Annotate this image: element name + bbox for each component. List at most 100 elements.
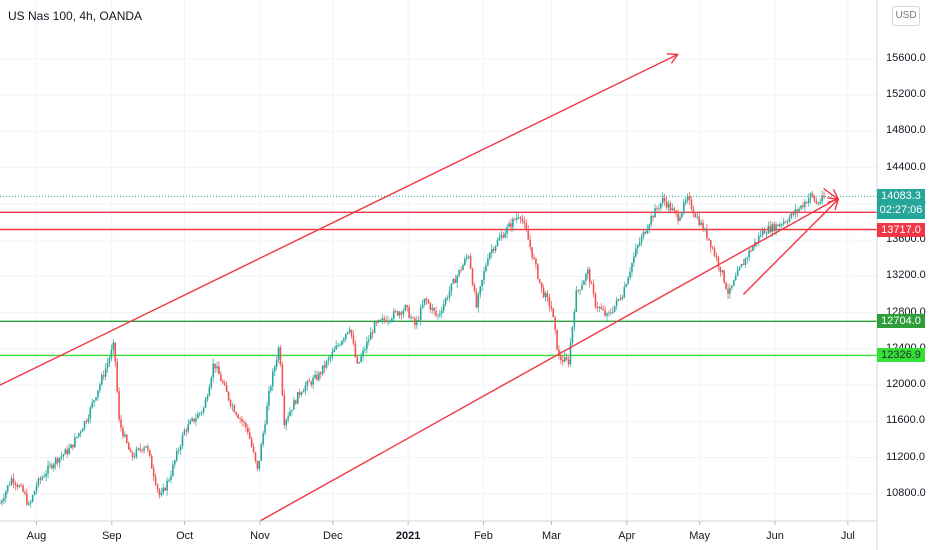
trend-arrow[interactable]: [823, 187, 840, 201]
candle-body: [33, 490, 36, 496]
candle-body: [548, 297, 551, 307]
candle-body: [681, 212, 683, 218]
candle: [594, 292, 597, 310]
drawing-segment[interactable]: [742, 198, 839, 295]
candle: [206, 393, 209, 403]
candle-body: [185, 430, 188, 432]
candle-body: [356, 357, 359, 364]
candle: [191, 416, 193, 423]
candle: [494, 245, 497, 254]
candle: [375, 320, 378, 326]
arrow-head: [827, 189, 840, 201]
candle: [152, 464, 155, 482]
candle: [502, 231, 505, 239]
candle-body: [671, 208, 674, 211]
candle: [700, 219, 702, 226]
candle-body: [352, 335, 355, 344]
candle: [66, 445, 69, 458]
candle: [544, 291, 547, 302]
candle-body: [68, 448, 70, 454]
price-tick-label: 15600.0: [886, 51, 926, 64]
price-tick-label: 13200.0: [886, 269, 926, 282]
candle-body: [621, 296, 624, 300]
candle: [498, 232, 501, 241]
candle-body: [677, 213, 679, 221]
candle-body: [110, 349, 113, 359]
candle: [588, 266, 591, 288]
candle-body: [49, 464, 51, 466]
candle-body: [585, 274, 587, 281]
trend-drawings[interactable]: [0, 53, 840, 522]
candle-body: [765, 233, 768, 235]
candle-body: [51, 464, 53, 469]
candle-body: [174, 460, 176, 465]
candle-body: [60, 456, 63, 458]
candle: [369, 327, 372, 340]
candle: [233, 403, 236, 413]
drawing-segment[interactable]: [0, 53, 679, 386]
candle: [408, 304, 410, 319]
candle-body: [636, 245, 639, 249]
candle: [767, 221, 770, 235]
candle: [809, 192, 812, 204]
candle: [706, 223, 708, 241]
trend-line[interactable]: [259, 198, 837, 522]
candle: [179, 443, 182, 455]
candle: [404, 304, 407, 312]
candle-body: [381, 318, 384, 320]
candle-body: [392, 311, 395, 319]
drawing-segment[interactable]: [823, 187, 839, 200]
candle-body: [640, 236, 643, 243]
candle: [396, 310, 399, 317]
candle-body: [423, 298, 426, 305]
candle-body: [467, 256, 470, 258]
candle: [784, 219, 787, 224]
candle: [223, 379, 226, 386]
candle: [465, 253, 468, 262]
candle: [611, 306, 614, 315]
candle: [381, 313, 384, 325]
candle-body: [435, 310, 437, 316]
candle: [0, 499, 1, 504]
candle-body: [16, 484, 19, 487]
candle: [439, 309, 441, 319]
candle: [517, 213, 520, 220]
candle: [150, 453, 153, 469]
horizontal-levels[interactable]: [0, 195, 877, 357]
symbol-title[interactable]: US Nas 100, 4h, OANDA: [8, 9, 143, 23]
candle: [794, 204, 797, 219]
candle-body: [567, 359, 570, 365]
candle-body: [448, 291, 451, 298]
candle-body: [652, 215, 654, 218]
candle-body: [62, 454, 65, 457]
candle: [54, 456, 57, 470]
candle: [337, 342, 339, 348]
candle: [729, 283, 731, 299]
currency-button[interactable]: USD: [892, 6, 920, 26]
candle-body: [325, 360, 328, 368]
candle: [633, 252, 635, 267]
candle-body: [821, 195, 823, 202]
candle-body: [26, 493, 28, 505]
candle: [183, 428, 186, 436]
candle-body: [373, 321, 376, 334]
candle: [425, 296, 428, 305]
candle: [763, 227, 766, 234]
candle: [479, 285, 482, 299]
candle: [279, 345, 282, 367]
candle-body: [617, 299, 620, 301]
candle: [110, 344, 113, 362]
candle-body: [583, 280, 585, 285]
candle-body: [404, 305, 407, 311]
candle-body: [590, 282, 593, 285]
candle: [170, 470, 172, 484]
drawing-segment[interactable]: [259, 198, 837, 522]
candle-body: [713, 248, 716, 256]
candle-body: [208, 387, 211, 397]
candle: [686, 193, 689, 204]
trend-arrow[interactable]: [0, 53, 680, 386]
candle-body: [444, 298, 447, 305]
candle-body: [544, 293, 547, 298]
